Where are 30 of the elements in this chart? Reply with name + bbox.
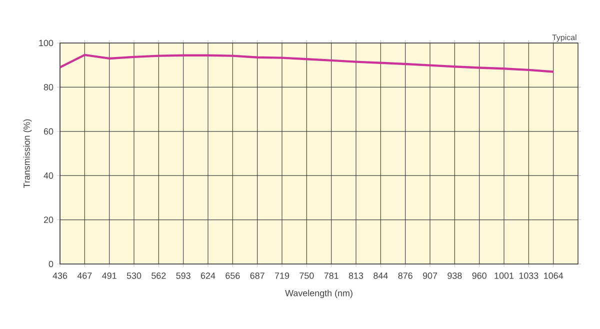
- x-tick-label: 593: [176, 272, 190, 279]
- x-tick-label: 1064: [544, 272, 564, 279]
- x-tick-label: 1001: [494, 272, 514, 279]
- y-tick-label: 100: [39, 40, 54, 46]
- x-tick-label: 813: [348, 272, 364, 279]
- x-tick-label: 436: [52, 272, 68, 279]
- x-tick-label: 781: [324, 272, 338, 279]
- x-tick-label: 562: [152, 272, 166, 279]
- x-tick-label: 876: [398, 272, 412, 279]
- x-axis-title: Wavelength (nm): [285, 290, 352, 298]
- x-tick-label: 938: [448, 272, 462, 279]
- x-tick-label: 467: [77, 272, 92, 279]
- y-tick-label: 60: [44, 128, 54, 135]
- x-tick-label: 624: [200, 272, 216, 279]
- x-tick-label: 907: [422, 272, 438, 279]
- x-tick-label: 844: [374, 272, 388, 279]
- y-tick-label: 0: [48, 260, 54, 268]
- y-axis-title: Transmission (%): [23, 119, 32, 188]
- y-tick-label: 20: [44, 216, 54, 223]
- x-tick-label: 687: [250, 272, 264, 279]
- y-tick-label: 40: [44, 172, 54, 179]
- y-tick-label: 80: [44, 84, 54, 90]
- x-tick-label: 656: [226, 272, 240, 279]
- line-series: [58, 54, 554, 73]
- x-tick-label: 1033: [519, 272, 538, 279]
- x-tick-label: 719: [274, 272, 290, 279]
- x-tick-label: 491: [102, 272, 116, 279]
- x-tick-label: 750: [300, 272, 314, 279]
- x-tick-label: 960: [472, 272, 486, 279]
- x-tick-label: 530: [126, 272, 142, 279]
